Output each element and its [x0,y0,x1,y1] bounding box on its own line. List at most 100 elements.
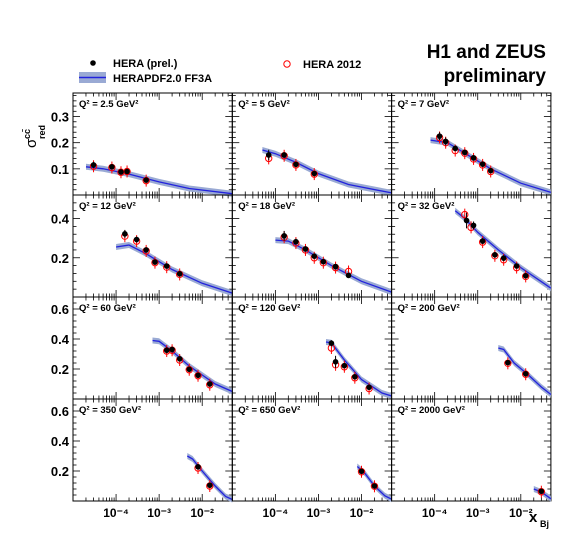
prelim-point [124,168,130,175]
legend-hera2012-label: HERA 2012 [303,59,361,71]
legend-hera2012-marker [283,60,291,68]
prelim-point [452,145,459,152]
panel-12: 10⁻⁴ 10⁻³ 10⁻² Q² = 2000 GeV² [391,398,552,520]
prelim-point [169,346,175,353]
prelim-point [352,374,358,380]
prelim-point [366,384,372,391]
prelim-point [302,246,309,252]
y-axis-label-charm: cc̄ [22,128,32,139]
y-tick-label: 0.2 [51,362,69,377]
y-tick-label: 0.6 [51,302,69,317]
prelim-point [195,372,201,379]
y-tick-label: 0.4 [51,332,70,347]
y-tick-label: 0.2 [51,464,69,479]
panel-q2-label: Q² = 18 GeV² [238,201,295,212]
panel-9: Q² = 200 GeV² [391,296,552,400]
panel-q2-label: Q² = 60 GeV² [79,303,136,314]
y-axis-label-sigma: σ [23,138,40,148]
legend-prelim-marker [90,60,96,66]
prelim-point [479,238,486,244]
x-tick-label: 10⁻³ [147,506,171,520]
y-tick-label: 0.2 [51,136,69,151]
prelim-point [311,253,318,259]
prelim-point [345,272,352,279]
prelim-point [371,483,378,489]
panel-10: 0.2 0.4 0.6 10⁻⁴ 10⁻³ 10⁻² Q² = 350 GeV² [51,398,233,520]
prelim-point [293,238,299,245]
y-tick-label: 0.1 [51,162,69,177]
theory-line [498,347,552,396]
prelim-point [492,252,498,258]
theory-line [275,239,392,293]
panel-grid: 0.1 0.2 0.3 Q² = 2.5 GeV² Q² = 5 GeV² Q² = 7 … [51,92,552,520]
prelim-point [522,273,529,279]
prelim-point [332,263,339,270]
x-tick-label: 10⁻⁴ [422,506,448,520]
prelim-point [195,464,201,470]
prelim-point [206,482,213,489]
x-tick-label: 10⁻² [350,506,374,520]
prelim-point [265,152,272,158]
panel-q2-label: Q² = 650 GeV² [238,405,300,416]
y-tick-label: 0.4 [51,212,70,227]
panel-q2-label: Q² = 120 GeV² [238,303,300,314]
prelim-point [463,217,470,224]
panel-5: Q² = 18 GeV² [231,194,393,298]
panel-3: Q² = 7 GeV² [391,92,552,196]
prelim-point [436,133,443,139]
panel-7: 0.2 0.4 0.6 Q² = 60 GeV² [51,296,233,400]
prelim-point [133,236,140,243]
panel-2: Q² = 5 GeV² [231,92,393,196]
x-tick-label: 10⁻² [509,506,533,520]
theory-band [455,207,551,292]
y-tick-label: 0.2 [51,251,69,266]
prelim-point [109,163,115,170]
panel-1: 0.1 0.2 0.3 Q² = 2.5 GeV² [51,92,233,197]
prelim-point [470,155,477,161]
x-axis-label: x [529,509,538,526]
prelim-point [311,170,318,177]
y-axis-label-red: red [37,125,47,139]
prelim-point [470,222,477,229]
panel-q2-label: Q² = 12 GeV² [79,201,136,212]
x-axis-label-sub: Bj [540,519,549,529]
hera2012-point [123,167,131,176]
y-axis-label: σ cc̄ red [22,125,47,148]
prelim-point [358,468,365,475]
panel-q2-label: Q² = 2.5 GeV² [79,99,138,110]
x-tick-label: 10⁻⁴ [103,506,129,520]
theory-band [357,463,392,503]
prelim-point [176,356,183,362]
y-tick-label: 0.3 [51,110,69,125]
panel-6: Q² = 32 GeV² [391,194,552,298]
prelim-point [500,255,507,261]
panel-8: Q² = 120 GeV² [231,296,393,400]
theory-line [262,149,392,194]
prelim-point [461,149,468,156]
prelim-point [176,271,183,277]
preliminary-label: preliminary [444,66,547,87]
prelim-point [118,169,124,175]
prelim-point [152,259,158,265]
panel-q2-label: Q² = 5 GeV² [238,99,289,110]
prelim-point [332,359,339,365]
theory-band [533,486,551,502]
prelim-point [328,340,335,347]
prelim-point [320,258,327,265]
x-tick-label: 10⁻³ [466,506,490,520]
prelim-point [538,488,545,495]
legend: HERA (prel.) HERA 2012 HERAPDF2.0 FF3A [79,58,361,85]
prelim-point [487,167,494,174]
prelim-point [186,366,193,373]
prelim-point [206,381,213,387]
panel-q2-label: Q² = 200 GeV² [398,303,460,314]
prelim-point [281,233,287,239]
collaboration-title: H1 and ZEUS [427,42,546,63]
theory-band [262,147,392,196]
panel-4: 0.2 0.4 Q² = 12 GeV² [51,194,233,298]
prelim-point [513,263,520,269]
hera2012-point [461,210,469,219]
legend-pdf-label: HERAPDF2.0 FF3A [113,73,212,85]
y-tick-label: 0.4 [51,434,70,449]
